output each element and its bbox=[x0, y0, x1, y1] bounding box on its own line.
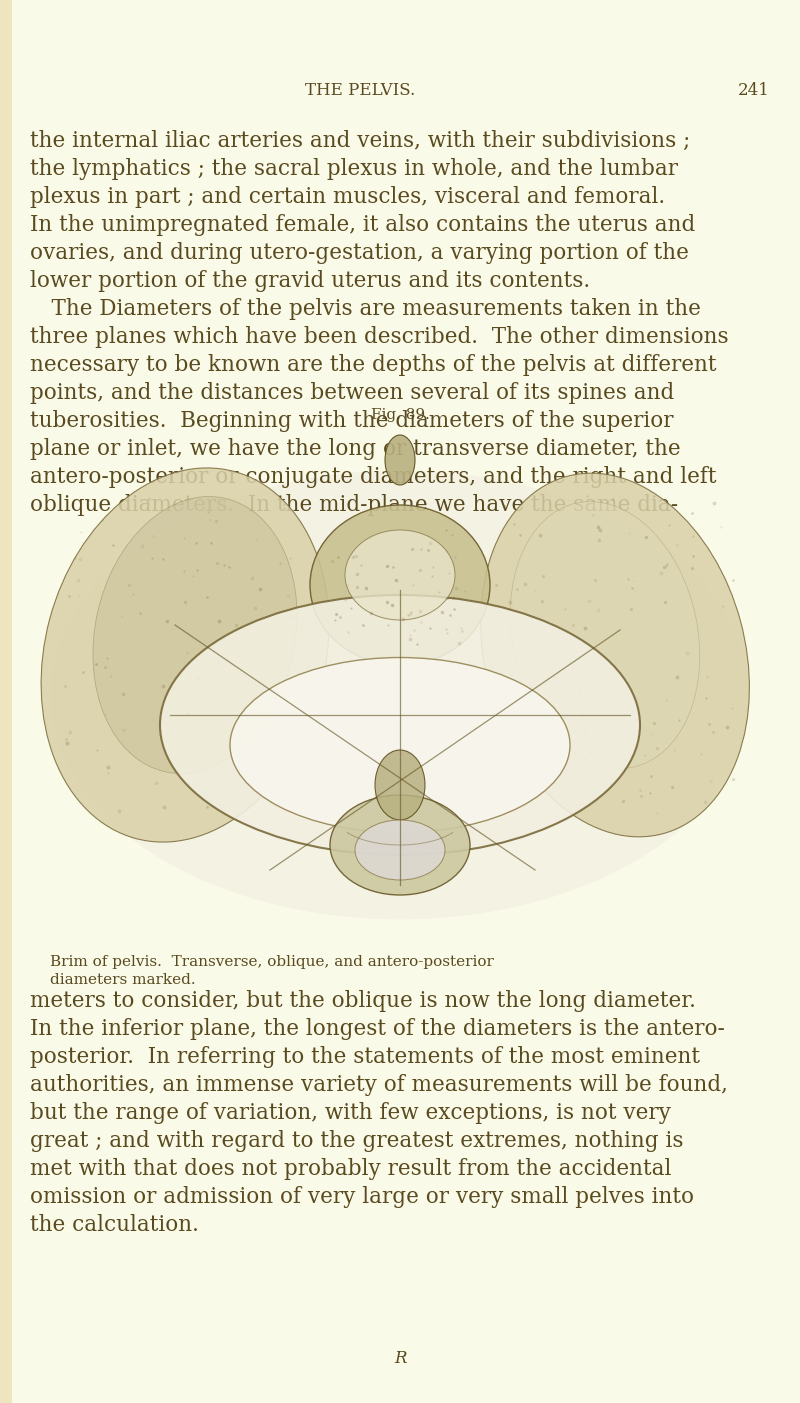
Text: necessary to be known are the depths of the pelvis at different: necessary to be known are the depths of … bbox=[30, 354, 717, 376]
Text: meters to consider, but the oblique is now the long diameter.: meters to consider, but the oblique is n… bbox=[30, 991, 696, 1012]
Text: The Diameters of the pelvis are measurements taken in the: The Diameters of the pelvis are measurem… bbox=[30, 297, 701, 320]
Text: In the unimpregnated female, it also contains the uterus and: In the unimpregnated female, it also con… bbox=[30, 215, 695, 236]
Text: Brim of pelvis.  Transverse, oblique, and antero-posterior: Brim of pelvis. Transverse, oblique, and… bbox=[50, 955, 494, 969]
Ellipse shape bbox=[375, 751, 425, 819]
Text: the lymphatics ; the sacral plexus in whole, and the lumbar: the lymphatics ; the sacral plexus in wh… bbox=[30, 159, 678, 180]
Text: THE PELVIS.: THE PELVIS. bbox=[305, 81, 415, 100]
Text: the internal iliac arteries and veins, with their subdivisions ;: the internal iliac arteries and veins, w… bbox=[30, 130, 690, 152]
Text: In the inferior plane, the longest of the diameters is the antero-: In the inferior plane, the longest of th… bbox=[30, 1019, 725, 1040]
Ellipse shape bbox=[41, 469, 329, 842]
Text: great ; and with regard to the greatest extremes, nothing is: great ; and with regard to the greatest … bbox=[30, 1129, 683, 1152]
Text: three planes which have been described.  The other dimensions: three planes which have been described. … bbox=[30, 325, 729, 348]
Text: authorities, an immense variety of measurements will be found,: authorities, an immense variety of measu… bbox=[30, 1075, 728, 1096]
Text: met with that does not probably result from the accidental: met with that does not probably result f… bbox=[30, 1157, 671, 1180]
Ellipse shape bbox=[345, 530, 455, 620]
Text: posterior.  In referring to the statements of the most eminent: posterior. In referring to the statement… bbox=[30, 1047, 700, 1068]
Ellipse shape bbox=[310, 505, 490, 665]
Ellipse shape bbox=[385, 435, 415, 485]
Text: plexus in part ; and certain muscles, visceral and femoral.: plexus in part ; and certain muscles, vi… bbox=[30, 187, 665, 208]
Text: points, and the distances between several of its spines and: points, and the distances between severa… bbox=[30, 382, 674, 404]
Ellipse shape bbox=[230, 658, 570, 832]
Ellipse shape bbox=[50, 470, 750, 919]
Text: plane or inlet, we have the long or transverse diameter, the: plane or inlet, we have the long or tran… bbox=[30, 438, 681, 460]
Text: tuberosities.  Beginning with the diameters of the superior: tuberosities. Beginning with the diamete… bbox=[30, 410, 674, 432]
Ellipse shape bbox=[481, 473, 750, 836]
Ellipse shape bbox=[160, 595, 640, 854]
Text: 241: 241 bbox=[738, 81, 770, 100]
Text: lower portion of the gravid uterus and its contents.: lower portion of the gravid uterus and i… bbox=[30, 269, 590, 292]
Text: Fig. 89.: Fig. 89. bbox=[370, 408, 430, 422]
Text: but the range of variation, with few exceptions, is not very: but the range of variation, with few exc… bbox=[30, 1101, 671, 1124]
Text: oblique diameters.  In the mid-plane we have the same dia-: oblique diameters. In the mid-plane we h… bbox=[30, 494, 678, 516]
Ellipse shape bbox=[330, 796, 470, 895]
Ellipse shape bbox=[355, 819, 445, 880]
Text: R: R bbox=[394, 1350, 406, 1367]
Text: omission or admission of very large or very small pelves into: omission or admission of very large or v… bbox=[30, 1186, 694, 1208]
Text: ovaries, and during utero-gestation, a varying portion of the: ovaries, and during utero-gestation, a v… bbox=[30, 241, 689, 264]
Text: diameters marked.: diameters marked. bbox=[50, 974, 196, 986]
Text: the calculation.: the calculation. bbox=[30, 1214, 199, 1236]
Text: antero-posterior or conjugate diameters, and the right and left: antero-posterior or conjugate diameters,… bbox=[30, 466, 717, 488]
Ellipse shape bbox=[93, 497, 297, 773]
Bar bbox=[0, 0, 12, 1403]
Ellipse shape bbox=[510, 501, 700, 769]
